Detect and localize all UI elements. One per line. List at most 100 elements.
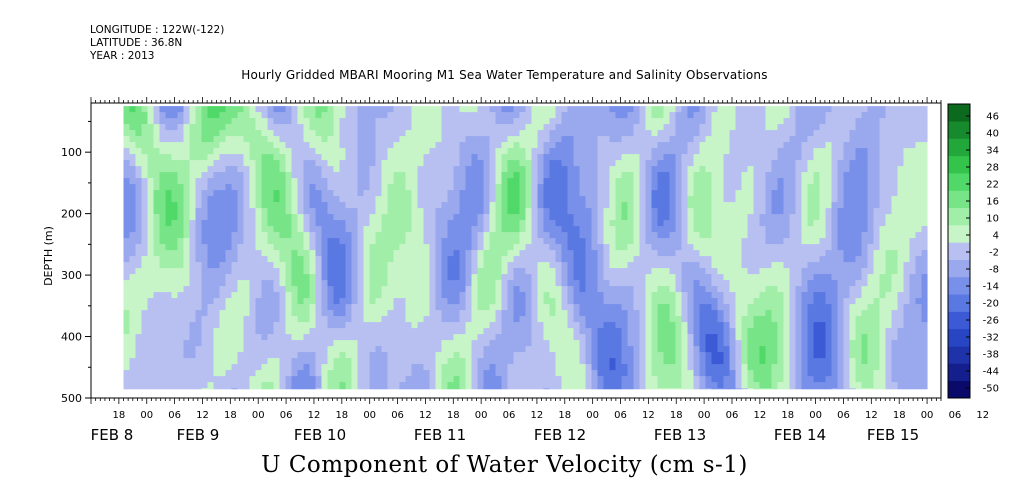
heatmap-cell (531, 244, 538, 251)
heatmap-cell (525, 262, 532, 269)
heatmap-cell (639, 136, 646, 143)
heatmap-cell (327, 232, 334, 239)
heatmap-cell (651, 178, 658, 185)
heatmap-cell (471, 154, 478, 161)
heatmap-cell (459, 292, 466, 299)
heatmap-cell (315, 286, 322, 293)
heatmap-cell (741, 142, 748, 149)
heatmap-cell (495, 280, 502, 287)
heatmap-cell (327, 214, 334, 221)
heatmap-cell (663, 130, 670, 137)
heatmap-cell (429, 280, 436, 287)
heatmap-cell (189, 184, 196, 191)
heatmap-cell (195, 382, 202, 389)
heatmap-cell (717, 148, 724, 155)
heatmap-cell (705, 148, 712, 155)
heatmap-cell (609, 364, 616, 371)
heatmap-cell (717, 172, 724, 179)
heatmap-cell (489, 274, 496, 281)
heatmap-cell (423, 124, 430, 131)
heatmap-cell (489, 316, 496, 323)
heatmap-cell (549, 304, 556, 311)
heatmap-cell (591, 316, 598, 323)
heatmap-cell (123, 124, 130, 131)
heatmap-cell (645, 172, 652, 179)
heatmap-cell (153, 136, 160, 143)
heatmap-cell (303, 220, 310, 227)
heatmap-cell (351, 136, 358, 143)
heatmap-cell (477, 154, 484, 161)
heatmap-cell (141, 274, 148, 281)
heatmap-cell (183, 202, 190, 209)
heatmap-cell (681, 244, 688, 251)
heatmap-cell (345, 220, 352, 227)
heatmap-cell (381, 334, 388, 341)
heatmap-cell (447, 304, 454, 311)
heatmap-cell (333, 316, 340, 323)
heatmap-cell (489, 370, 496, 377)
heatmap-cell (717, 304, 724, 311)
heatmap-cell (687, 232, 694, 239)
heatmap-cell (657, 364, 664, 371)
heatmap-cell (471, 340, 478, 347)
heatmap-cell (231, 382, 238, 389)
heatmap-cell (537, 364, 544, 371)
heatmap-cell (501, 304, 508, 311)
heatmap-cell (711, 178, 718, 185)
heatmap-cell (243, 106, 250, 113)
heatmap-cell (351, 376, 358, 383)
heatmap-cell (447, 292, 454, 299)
heatmap-cell (687, 226, 694, 233)
heatmap-cell (213, 352, 220, 359)
heatmap-cell (411, 268, 418, 275)
heatmap-cell (639, 376, 646, 383)
heatmap-cell (387, 196, 394, 203)
heatmap-cell (645, 118, 652, 125)
heatmap-cell (585, 226, 592, 233)
heatmap-cell (687, 340, 694, 347)
heatmap-cell (561, 364, 568, 371)
heatmap-cell (231, 106, 238, 113)
heatmap-cell (327, 352, 334, 359)
heatmap-cell (531, 328, 538, 335)
heatmap-cell (225, 340, 232, 347)
heatmap-cell (621, 352, 628, 359)
heatmap-cell (291, 304, 298, 311)
heatmap-cell (711, 388, 718, 390)
heatmap-cell (267, 226, 274, 233)
heatmap-cell (297, 112, 304, 119)
heatmap-cell (447, 232, 454, 239)
heatmap-cell (585, 232, 592, 239)
heatmap-cell (621, 226, 628, 233)
heatmap-cell (327, 310, 334, 317)
heatmap-cell (537, 154, 544, 161)
heatmap-cell (639, 124, 646, 131)
heatmap-cell (381, 190, 388, 197)
heatmap-cell (561, 244, 568, 251)
heatmap-cell (669, 190, 676, 197)
heatmap-cell (345, 274, 352, 281)
heatmap-cell (231, 148, 238, 155)
heatmap-cell (207, 376, 214, 383)
heatmap-cell (645, 286, 652, 293)
heatmap-cell (417, 346, 424, 353)
heatmap-cell (465, 268, 472, 275)
heatmap-cell (387, 316, 394, 323)
heatmap-cell (711, 382, 718, 389)
heatmap-cell (459, 268, 466, 275)
heatmap-cell (375, 142, 382, 149)
heatmap-cell (579, 196, 586, 203)
heatmap-cell (327, 334, 334, 341)
heatmap-cell (471, 298, 478, 305)
heatmap-cell (285, 358, 292, 365)
heatmap-cell (267, 160, 274, 167)
heatmap-cell (363, 136, 370, 143)
heatmap-cell (213, 136, 220, 143)
heatmap-cell (609, 220, 616, 227)
heatmap-cell (627, 196, 634, 203)
heatmap-cell (681, 310, 688, 317)
heatmap-cell (165, 178, 172, 185)
heatmap-cell (393, 352, 400, 359)
heatmap-cell (285, 286, 292, 293)
heatmap-cell (243, 118, 250, 125)
